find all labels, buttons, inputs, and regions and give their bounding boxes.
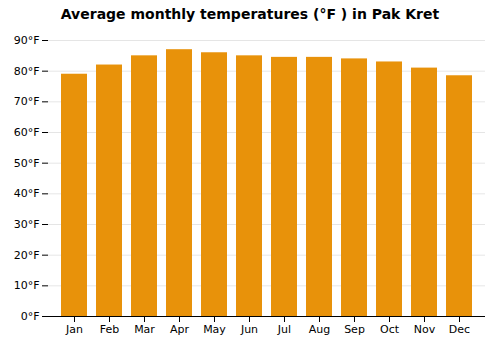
svg-text:Dec: Dec — [449, 323, 470, 336]
svg-text:Feb: Feb — [100, 323, 119, 336]
svg-text:40°F: 40°F — [14, 187, 40, 200]
svg-text:Jul: Jul — [277, 323, 291, 336]
svg-text:20°F: 20°F — [14, 249, 40, 262]
svg-text:30°F: 30°F — [14, 218, 40, 231]
svg-text:50°F: 50°F — [14, 157, 40, 170]
svg-text:Jun: Jun — [240, 323, 258, 336]
svg-text:90°F: 90°F — [14, 34, 40, 47]
svg-text:60°F: 60°F — [14, 126, 40, 139]
svg-text:70°F: 70°F — [14, 95, 40, 108]
svg-text:10°F: 10°F — [14, 279, 40, 292]
svg-text:Apr: Apr — [170, 323, 190, 336]
svg-text:Aug: Aug — [309, 323, 330, 336]
svg-text:Nov: Nov — [414, 323, 436, 336]
svg-text:Sep: Sep — [344, 323, 365, 336]
svg-text:80°F: 80°F — [14, 65, 40, 78]
svg-text:Oct: Oct — [380, 323, 400, 336]
svg-text:0°F: 0°F — [21, 310, 40, 323]
html-text:Average monthly temperatures (: Average monthly temperatures (°F ) in Pa… — [60, 6, 440, 22]
svg-text:May: May — [203, 323, 226, 336]
svg-text:Mar: Mar — [134, 323, 155, 336]
svg-text:Jan: Jan — [65, 323, 83, 336]
